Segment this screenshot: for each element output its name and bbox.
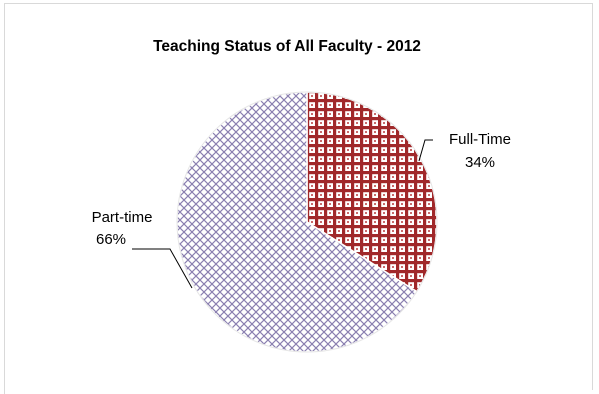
slice-pct-full-time: 34% xyxy=(465,154,495,171)
pie-slices xyxy=(176,91,438,353)
chart-frame-edge xyxy=(4,389,5,394)
chart-frame xyxy=(4,3,593,390)
leader-lines xyxy=(132,139,433,289)
slice-label-part-time: Part-time xyxy=(92,209,153,226)
leader-line-full-time xyxy=(418,139,433,162)
pie-rim xyxy=(176,91,438,353)
leader-line-part-time xyxy=(132,248,193,289)
chart-title: Teaching Status of All Faculty - 2012 xyxy=(153,38,421,55)
slice-pct-part-time: 66% xyxy=(96,231,126,248)
slice-label-full-time: Full-Time xyxy=(449,131,511,148)
